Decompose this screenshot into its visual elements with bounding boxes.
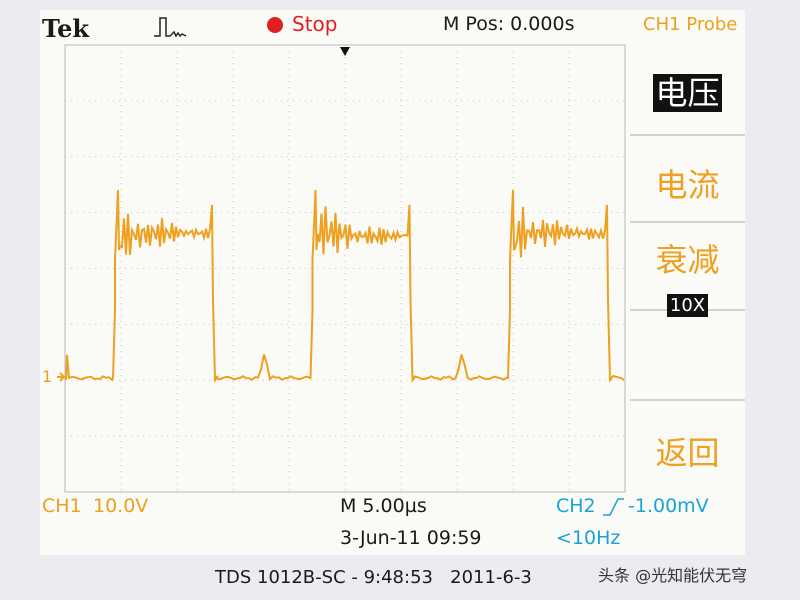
- run-status: Stop: [292, 12, 338, 36]
- menu-item[interactable]: 衰减 10X: [630, 235, 745, 319]
- horizontal-position: M Pos: 0.000s: [443, 13, 575, 35]
- menu-value: 10X: [666, 294, 709, 317]
- acquire-icon: [154, 17, 187, 38]
- menu-title: CH1 Probe: [643, 14, 738, 35]
- menu-label: 返回: [655, 434, 720, 472]
- trigger-level: -1.00mV: [628, 495, 709, 517]
- trigger-slope-icon: [603, 498, 624, 516]
- watermark: 头条 @光知能伏无穹: [598, 566, 748, 585]
- ch1-ground-arrow: [57, 372, 66, 382]
- menu-item[interactable]: 电压: [630, 68, 745, 114]
- ch1-waveform: [65, 189, 625, 383]
- menu-label: 电流: [655, 166, 720, 204]
- ch1-label: CH1: [42, 495, 82, 517]
- menu-item[interactable]: 电流: [630, 160, 745, 206]
- ch1-scale: 10.0V: [93, 495, 149, 517]
- menu-label: 电压: [653, 74, 722, 112]
- trigger-position-marker: [340, 47, 350, 56]
- channel-marker: 1: [42, 367, 53, 386]
- menu-label: 衰减: [655, 241, 720, 279]
- graticule-border: [64, 44, 626, 493]
- timebase: M 5.00µs: [340, 495, 427, 517]
- trigger-frequency: <10Hz: [556, 527, 621, 549]
- footer-caption: TDS 1012B-SC - 9:48:53 2011-6-3: [215, 567, 532, 588]
- trigger-channel: CH2: [556, 495, 596, 517]
- menu-item[interactable]: 返回: [630, 428, 745, 474]
- brand: Tek: [42, 14, 90, 43]
- header-bg: [40, 10, 630, 40]
- date: 3-Jun-11 09:59: [340, 527, 482, 549]
- graticule: [65, 45, 625, 492]
- stop-icon: [267, 17, 283, 33]
- screen-bg: [40, 40, 630, 555]
